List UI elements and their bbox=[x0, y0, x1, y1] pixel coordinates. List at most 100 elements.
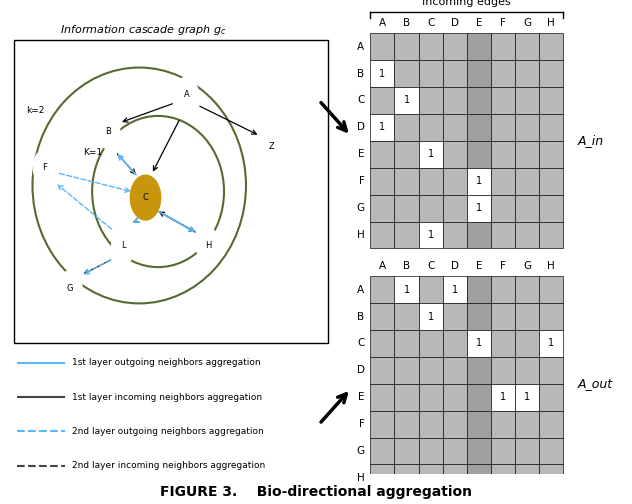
Bar bbox=[443, 384, 467, 411]
Bar bbox=[515, 384, 539, 411]
Bar bbox=[539, 141, 563, 168]
Text: C: C bbox=[143, 193, 149, 202]
Text: G: G bbox=[67, 284, 73, 293]
Bar bbox=[515, 357, 539, 384]
Bar bbox=[515, 33, 539, 60]
Circle shape bbox=[33, 150, 57, 185]
Circle shape bbox=[197, 228, 220, 264]
Bar bbox=[418, 222, 443, 248]
Bar bbox=[491, 60, 515, 87]
Circle shape bbox=[112, 228, 135, 264]
Bar bbox=[418, 384, 443, 411]
Bar bbox=[394, 357, 418, 384]
Text: F: F bbox=[500, 261, 506, 271]
Bar bbox=[443, 276, 467, 303]
Bar bbox=[515, 141, 539, 168]
Circle shape bbox=[174, 77, 198, 112]
Bar bbox=[467, 303, 491, 330]
Text: F: F bbox=[359, 419, 365, 429]
Bar bbox=[467, 330, 491, 357]
Bar bbox=[394, 222, 418, 248]
Bar bbox=[443, 114, 467, 141]
Bar bbox=[515, 87, 539, 114]
Bar bbox=[443, 411, 467, 437]
Bar bbox=[539, 33, 563, 60]
Bar bbox=[491, 222, 515, 248]
Circle shape bbox=[130, 175, 161, 220]
Bar bbox=[394, 60, 418, 87]
Text: 1: 1 bbox=[403, 95, 410, 105]
Bar bbox=[539, 384, 563, 411]
Text: 1: 1 bbox=[428, 311, 434, 322]
Bar bbox=[515, 195, 539, 222]
Bar bbox=[394, 437, 418, 465]
Text: G: G bbox=[356, 203, 365, 213]
Bar bbox=[491, 195, 515, 222]
Bar bbox=[491, 33, 515, 60]
Bar bbox=[443, 168, 467, 195]
Text: Incoming edges: Incoming edges bbox=[423, 0, 511, 7]
Circle shape bbox=[96, 113, 119, 149]
Bar bbox=[370, 384, 394, 411]
Bar bbox=[467, 114, 491, 141]
Circle shape bbox=[58, 271, 82, 306]
Text: C: C bbox=[357, 339, 365, 348]
Bar bbox=[515, 437, 539, 465]
Bar bbox=[539, 330, 563, 357]
Bar bbox=[418, 357, 443, 384]
Bar bbox=[491, 357, 515, 384]
Bar bbox=[394, 465, 418, 491]
Text: A: A bbox=[358, 42, 365, 52]
Bar bbox=[491, 411, 515, 437]
Text: FIGURE 3.    Bio-directional aggregation: FIGURE 3. Bio-directional aggregation bbox=[160, 485, 472, 499]
Text: C: C bbox=[357, 95, 365, 105]
Text: 1: 1 bbox=[476, 339, 482, 348]
Text: 1: 1 bbox=[379, 69, 386, 79]
Text: H: H bbox=[547, 18, 555, 28]
Bar bbox=[418, 411, 443, 437]
Bar bbox=[443, 87, 467, 114]
Bar bbox=[467, 276, 491, 303]
Bar bbox=[394, 33, 418, 60]
Bar bbox=[515, 168, 539, 195]
Text: 1: 1 bbox=[476, 176, 482, 186]
Text: G: G bbox=[356, 446, 365, 456]
Bar bbox=[539, 60, 563, 87]
Bar bbox=[539, 114, 563, 141]
Bar bbox=[370, 303, 394, 330]
Bar bbox=[443, 437, 467, 465]
Bar bbox=[394, 303, 418, 330]
Text: H: H bbox=[357, 230, 365, 240]
Text: 1: 1 bbox=[428, 149, 434, 159]
Bar bbox=[418, 276, 443, 303]
Text: 1: 1 bbox=[452, 285, 458, 295]
Bar bbox=[370, 330, 394, 357]
Bar bbox=[418, 330, 443, 357]
Bar bbox=[467, 465, 491, 491]
Bar bbox=[370, 222, 394, 248]
Bar bbox=[467, 357, 491, 384]
Text: B: B bbox=[403, 261, 410, 271]
Text: B: B bbox=[403, 18, 410, 28]
Bar bbox=[539, 276, 563, 303]
Bar bbox=[370, 276, 394, 303]
Bar bbox=[491, 384, 515, 411]
Bar bbox=[394, 384, 418, 411]
Bar bbox=[418, 87, 443, 114]
Bar bbox=[443, 357, 467, 384]
Bar bbox=[418, 195, 443, 222]
Bar bbox=[370, 195, 394, 222]
Bar bbox=[370, 33, 394, 60]
Bar bbox=[394, 276, 418, 303]
Bar bbox=[515, 276, 539, 303]
Text: H: H bbox=[357, 473, 365, 483]
Bar bbox=[418, 303, 443, 330]
Bar bbox=[515, 303, 539, 330]
Bar bbox=[539, 411, 563, 437]
Bar bbox=[443, 195, 467, 222]
Text: 1: 1 bbox=[403, 285, 410, 295]
Bar bbox=[467, 141, 491, 168]
Text: 2nd layer outgoing neighbors aggregation: 2nd layer outgoing neighbors aggregation bbox=[71, 427, 264, 436]
Text: 1: 1 bbox=[428, 230, 434, 240]
Bar bbox=[539, 437, 563, 465]
